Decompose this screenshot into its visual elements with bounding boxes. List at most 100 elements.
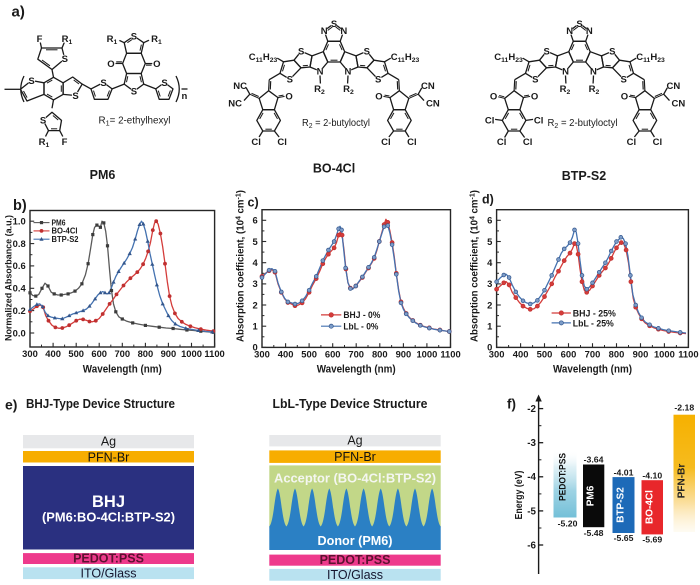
svg-text:Ag: Ag xyxy=(347,433,362,447)
svg-text:a): a) xyxy=(12,4,25,21)
svg-text:CN: CN xyxy=(667,81,681,92)
svg-text:BHJ-Type Device Structure: BHJ-Type Device Structure xyxy=(26,396,175,411)
svg-text:S: S xyxy=(40,115,46,126)
svg-text:BHJ - 25%: BHJ - 25% xyxy=(573,308,616,318)
svg-text:R2: R2 xyxy=(589,84,600,96)
svg-text:3: 3 xyxy=(252,278,257,289)
svg-text:N: N xyxy=(340,26,347,37)
svg-text:Wavelength (nm): Wavelength (nm) xyxy=(317,364,396,376)
svg-text:600: 600 xyxy=(561,348,577,359)
svg-text:-5: -5 xyxy=(527,506,536,517)
svg-text:-2: -2 xyxy=(527,404,536,415)
svg-text:e): e) xyxy=(5,397,17,413)
svg-text:500: 500 xyxy=(301,348,317,359)
svg-text:-5.65: -5.65 xyxy=(614,533,634,543)
svg-text:F: F xyxy=(62,137,68,148)
svg-text:C11H23: C11H23 xyxy=(636,52,665,64)
svg-text:1.0: 1.0 xyxy=(13,216,26,227)
svg-text:N: N xyxy=(317,67,324,78)
svg-text:900: 900 xyxy=(396,348,412,359)
svg-text:(PM6:BO-4Cl:BTP-S2): (PM6:BO-4Cl:BTP-S2) xyxy=(42,510,175,525)
svg-text:Cl: Cl xyxy=(485,116,495,127)
svg-text:N: N xyxy=(586,26,593,37)
svg-text:R2: R2 xyxy=(343,84,354,96)
svg-text:N: N xyxy=(344,67,351,78)
svg-text:400: 400 xyxy=(45,348,61,359)
svg-text:S: S xyxy=(364,47,370,58)
svg-text:900: 900 xyxy=(161,348,177,359)
svg-text:S: S xyxy=(532,75,538,86)
svg-text:O: O xyxy=(107,59,114,70)
svg-text:6: 6 xyxy=(487,215,492,226)
svg-text:ITO/Glass: ITO/Glass xyxy=(327,568,383,582)
svg-text:N: N xyxy=(566,26,573,37)
svg-text:Wavelength (nm): Wavelength (nm) xyxy=(83,364,162,376)
svg-text:700: 700 xyxy=(348,348,364,359)
svg-text:-5.20: -5.20 xyxy=(558,519,578,529)
svg-text:CN: CN xyxy=(672,99,686,110)
svg-text:C11H23: C11H23 xyxy=(391,52,420,64)
svg-text:-2.18: -2.18 xyxy=(674,403,694,413)
svg-text:CN: CN xyxy=(421,81,435,92)
svg-text:LbL - 0%: LbL - 0% xyxy=(343,322,378,332)
svg-text:Ag: Ag xyxy=(101,434,116,448)
svg-text:Cl: Cl xyxy=(407,137,417,148)
svg-text:PFN-Br: PFN-Br xyxy=(334,450,376,464)
svg-text:4: 4 xyxy=(487,257,493,268)
svg-text:300: 300 xyxy=(489,348,505,359)
svg-text:S: S xyxy=(544,47,550,58)
svg-text:R2 = 2-butyloctyl: R2 = 2-butyloctyl xyxy=(302,118,370,130)
svg-text:d): d) xyxy=(482,193,494,207)
svg-text:BO-4Cl: BO-4Cl xyxy=(52,227,78,236)
svg-text:S: S xyxy=(28,76,34,87)
svg-text:Absorption coefficient, (104 c: Absorption coefficient, (104 cm-1) xyxy=(236,190,247,342)
svg-text:1100: 1100 xyxy=(204,348,224,359)
svg-text:O: O xyxy=(375,91,382,102)
svg-text:R2: R2 xyxy=(560,84,571,96)
svg-text:-4: -4 xyxy=(527,472,536,483)
svg-text:S: S xyxy=(621,75,627,86)
svg-text:Cl: Cl xyxy=(627,137,637,148)
svg-text:c): c) xyxy=(248,196,259,210)
svg-text:S: S xyxy=(131,31,137,42)
svg-text:1000: 1000 xyxy=(416,348,437,359)
svg-text:C11H23: C11H23 xyxy=(249,52,278,64)
svg-text:S: S xyxy=(100,78,106,89)
svg-text:PEDOT:PSS: PEDOT:PSS xyxy=(320,553,391,567)
svg-text:1000: 1000 xyxy=(181,348,202,359)
svg-text:f): f) xyxy=(507,397,516,412)
svg-text:F: F xyxy=(37,34,43,45)
svg-text:Cl: Cl xyxy=(251,137,261,148)
svg-text:3: 3 xyxy=(487,278,492,289)
svg-text:PM6: PM6 xyxy=(586,485,597,506)
svg-text:S: S xyxy=(72,91,78,102)
svg-text:PFN-Br: PFN-Br xyxy=(676,464,687,499)
svg-text:1100: 1100 xyxy=(678,348,698,359)
svg-text:BO-4Cl: BO-4Cl xyxy=(313,162,355,176)
svg-text:0: 0 xyxy=(252,342,257,353)
svg-text:C11H23: C11H23 xyxy=(494,52,523,64)
svg-text:R1: R1 xyxy=(107,34,118,46)
svg-text:S: S xyxy=(298,47,304,58)
svg-text:0.6: 0.6 xyxy=(13,260,26,271)
svg-text:NC: NC xyxy=(228,99,242,110)
svg-text:-3: -3 xyxy=(527,438,536,449)
svg-text:LbL - 25%: LbL - 25% xyxy=(573,318,614,328)
svg-text:Energy (eV): Energy (eV) xyxy=(514,471,525,520)
svg-text:0.0: 0.0 xyxy=(13,327,26,338)
svg-text:R1: R1 xyxy=(62,34,73,46)
svg-text:BO-4Cl: BO-4Cl xyxy=(644,490,655,524)
svg-text:PEDOT:PSS: PEDOT:PSS xyxy=(73,551,144,565)
svg-text:S: S xyxy=(287,75,293,86)
svg-text:-5.48: -5.48 xyxy=(584,528,604,538)
svg-text:R1: R1 xyxy=(151,34,162,46)
svg-text:800: 800 xyxy=(372,348,388,359)
svg-text:R2: R2 xyxy=(314,84,325,96)
svg-text:1000: 1000 xyxy=(654,348,675,359)
svg-text:BHJ - 0%: BHJ - 0% xyxy=(343,310,380,320)
svg-text:S: S xyxy=(131,87,137,98)
svg-text:S: S xyxy=(331,19,337,30)
svg-text:6: 6 xyxy=(252,215,257,226)
svg-text:0: 0 xyxy=(487,342,492,353)
svg-text:500: 500 xyxy=(537,348,553,359)
